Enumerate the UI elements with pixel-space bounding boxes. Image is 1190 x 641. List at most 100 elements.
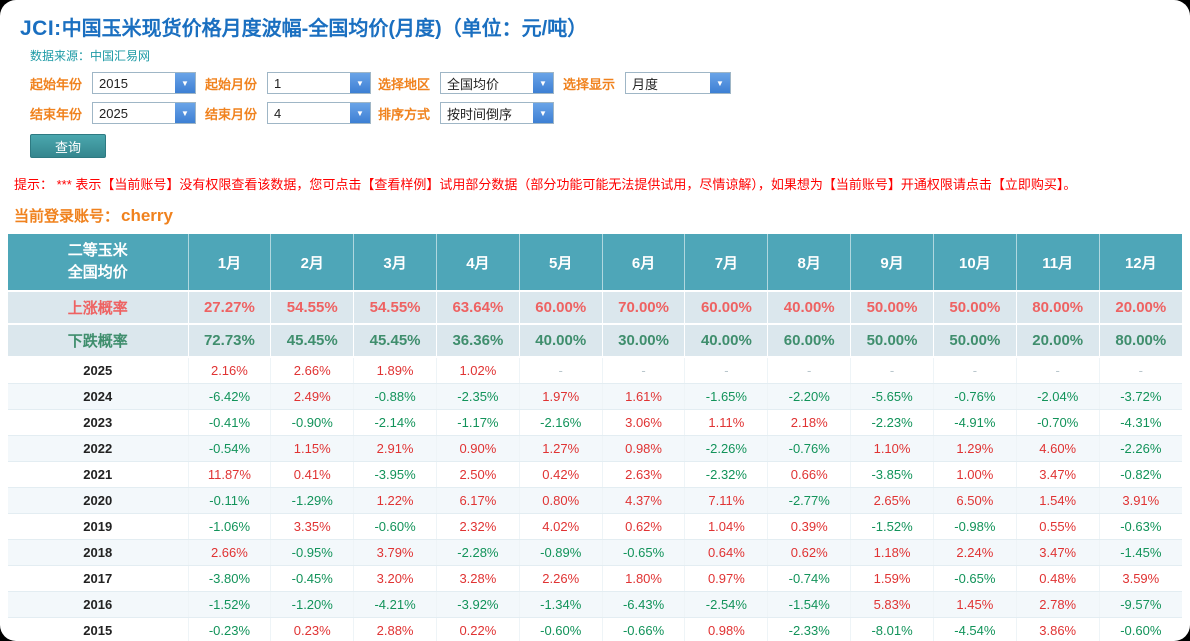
- value-cell: -0.11%: [188, 487, 272, 514]
- fall-probability-value: 40.00%: [519, 323, 603, 358]
- end-month-select[interactable]: 4 ▼: [267, 102, 372, 124]
- year-row: 2021 11.87% 0.41% -3.95% 2.50% 0.42% 2.63% -2.3…: [8, 461, 1182, 488]
- chevron-down-icon[interactable]: ▼: [710, 73, 731, 93]
- display-value: 月度: [632, 76, 659, 92]
- value-cell: -0.82%: [1099, 461, 1182, 488]
- value-cell: 1.15%: [270, 435, 355, 462]
- month-header-cell: 1月: [188, 234, 272, 292]
- end-year-select[interactable]: 2025 ▼: [92, 102, 197, 124]
- value-cell: 6.50%: [933, 487, 1017, 514]
- year-label-cell: 2021: [8, 461, 189, 488]
- value-cell: -1.17%: [436, 409, 520, 436]
- value-cell: 3.91%: [1099, 487, 1182, 514]
- value-cell: -2.04%: [1016, 383, 1100, 410]
- region-select[interactable]: 全国均价 ▼: [440, 72, 555, 94]
- value-cell: -2.14%: [353, 409, 437, 436]
- value-cell: -0.70%: [1016, 409, 1100, 436]
- value-cell: 2.63%: [602, 461, 686, 488]
- value-cell: -3.80%: [188, 565, 272, 592]
- year-row: 2022 -0.54% 1.15% 2.91% 0.90% 1.27% 0.98% -2.26…: [8, 435, 1182, 462]
- month-header-cell: 5月: [519, 234, 603, 292]
- sort-select[interactable]: 按时间倒序 ▼: [440, 102, 555, 124]
- value-cell: -6.43%: [602, 591, 686, 618]
- rise-probability-value: 27.27%: [188, 290, 272, 325]
- value-cell: 2.66%: [270, 356, 355, 384]
- value-cell: 11.87%: [188, 461, 272, 488]
- chevron-down-icon[interactable]: ▼: [533, 103, 554, 123]
- value-cell: 2.66%: [188, 539, 272, 566]
- query-button[interactable]: 查询: [30, 134, 106, 158]
- rise-probability-value: 60.00%: [519, 290, 603, 325]
- value-cell: -2.26%: [1099, 435, 1182, 462]
- value-cell: 0.98%: [602, 435, 686, 462]
- value-cell: -0.23%: [188, 617, 272, 641]
- start-month-select[interactable]: 1 ▼: [267, 72, 372, 94]
- value-cell: -3.85%: [850, 461, 934, 488]
- chevron-down-icon[interactable]: ▼: [350, 103, 371, 123]
- fall-probability-value: 45.45%: [353, 323, 437, 358]
- chevron-down-icon[interactable]: ▼: [175, 103, 196, 123]
- value-cell: -9.57%: [1099, 591, 1182, 618]
- value-cell: 5.83%: [850, 591, 934, 618]
- year-label-cell: 2017: [8, 565, 189, 592]
- value-cell: -4.91%: [933, 409, 1017, 436]
- value-cell: 3.79%: [353, 539, 437, 566]
- rise-probability-value: 20.00%: [1099, 290, 1182, 325]
- start-year-select[interactable]: 2015 ▼: [92, 72, 197, 94]
- value-cell: -0.98%: [933, 513, 1017, 540]
- value-cell: 2.32%: [436, 513, 520, 540]
- chevron-down-icon[interactable]: ▼: [350, 73, 371, 93]
- display-select[interactable]: 月度 ▼: [625, 72, 732, 94]
- value-cell: -: [850, 356, 934, 384]
- value-cell: 1.54%: [1016, 487, 1100, 514]
- year-row: 2023 -0.41% -0.90% -2.14% -1.17% -2.16% 3.06% 1…: [8, 409, 1182, 436]
- value-cell: 1.59%: [850, 565, 934, 592]
- value-cell: 1.02%: [436, 356, 520, 384]
- value-cell: 2.26%: [519, 565, 603, 592]
- fall-probability-value: 60.00%: [767, 323, 852, 358]
- sort-label: 排序方式: [378, 106, 431, 122]
- month-header-cell: 9月: [850, 234, 934, 292]
- value-cell: -0.41%: [188, 409, 272, 436]
- month-header-cell: 6月: [602, 234, 686, 292]
- value-cell: -0.54%: [188, 435, 272, 462]
- year-label-cell: 2025: [8, 356, 189, 384]
- chevron-down-icon[interactable]: ▼: [533, 73, 554, 93]
- current-account-value: cherry: [121, 206, 173, 226]
- value-cell: -4.21%: [353, 591, 437, 618]
- value-cell: 3.47%: [1016, 461, 1100, 488]
- month-header-cell: 7月: [684, 234, 769, 292]
- value-cell: -2.26%: [684, 435, 769, 462]
- end-month-value: 4: [274, 105, 282, 121]
- value-cell: -1.34%: [519, 591, 603, 618]
- value-cell: -0.45%: [270, 565, 355, 592]
- month-header-cell: 8月: [767, 234, 852, 292]
- value-cell: 4.02%: [519, 513, 603, 540]
- month-header-cell: 11月: [1016, 234, 1100, 292]
- value-cell: -: [684, 356, 769, 384]
- value-cell: -5.65%: [850, 383, 934, 410]
- value-cell: 2.18%: [767, 409, 852, 436]
- end-year-value: 2025: [99, 105, 128, 121]
- value-cell: -2.28%: [436, 539, 520, 566]
- value-cell: -0.63%: [1099, 513, 1182, 540]
- value-cell: 1.11%: [684, 409, 769, 436]
- value-cell: 2.24%: [933, 539, 1017, 566]
- value-cell: -2.23%: [850, 409, 934, 436]
- value-cell: 1.80%: [602, 565, 686, 592]
- chevron-down-icon[interactable]: ▼: [175, 73, 196, 93]
- rise-probability-value: 50.00%: [850, 290, 934, 325]
- value-cell: 1.18%: [850, 539, 934, 566]
- rise-probability-value: 63.64%: [436, 290, 520, 325]
- fall-probability-value: 50.00%: [933, 323, 1017, 358]
- value-cell: 2.65%: [850, 487, 934, 514]
- region-value: 全国均价: [447, 76, 500, 92]
- value-cell: 0.80%: [519, 487, 603, 514]
- value-cell: -2.33%: [767, 617, 852, 641]
- value-cell: 0.66%: [767, 461, 852, 488]
- end-month-field: 结束月份 4 ▼: [205, 102, 378, 124]
- rise-probability-value: 50.00%: [933, 290, 1017, 325]
- value-cell: 0.97%: [684, 565, 769, 592]
- value-cell: -2.16%: [519, 409, 603, 436]
